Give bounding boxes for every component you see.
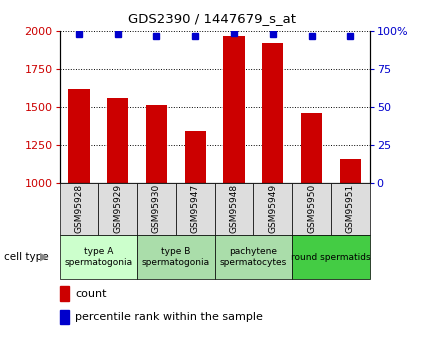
Bar: [60, 310, 69, 324]
Text: GSM95950: GSM95950: [307, 184, 316, 233]
Bar: [137, 183, 176, 235]
Bar: [176, 183, 215, 235]
Text: GSM95930: GSM95930: [152, 184, 161, 233]
Bar: [215, 235, 292, 279]
Text: ▶: ▶: [40, 252, 49, 262]
Bar: [262, 43, 283, 183]
Bar: [292, 183, 331, 235]
Text: round spermatids: round spermatids: [291, 253, 371, 262]
Text: cell type: cell type: [4, 252, 49, 262]
Text: GSM95929: GSM95929: [113, 184, 122, 233]
Bar: [60, 235, 137, 279]
Bar: [301, 113, 322, 183]
Text: percentile rank within the sample: percentile rank within the sample: [75, 312, 263, 322]
Bar: [98, 183, 137, 235]
Bar: [107, 98, 128, 183]
Text: GSM95951: GSM95951: [346, 184, 355, 233]
Bar: [184, 131, 206, 183]
Bar: [146, 106, 167, 183]
Text: GSM95949: GSM95949: [268, 184, 277, 233]
Bar: [137, 235, 215, 279]
Bar: [340, 159, 361, 183]
Text: pachytene
spermatocytes: pachytene spermatocytes: [220, 247, 287, 267]
Text: GSM95947: GSM95947: [191, 184, 200, 233]
Text: GSM95928: GSM95928: [74, 184, 83, 233]
Text: GSM95948: GSM95948: [230, 184, 238, 233]
Text: GDS2390 / 1447679_s_at: GDS2390 / 1447679_s_at: [128, 12, 297, 25]
Bar: [253, 183, 292, 235]
Bar: [215, 183, 253, 235]
Bar: [224, 36, 245, 183]
Bar: [292, 235, 370, 279]
Text: type B
spermatogonia: type B spermatogonia: [142, 247, 210, 267]
Bar: [68, 89, 90, 183]
Bar: [331, 183, 370, 235]
Bar: [60, 183, 98, 235]
Bar: [60, 286, 69, 301]
Text: type A
spermatogonia: type A spermatogonia: [64, 247, 132, 267]
Text: count: count: [75, 289, 107, 299]
